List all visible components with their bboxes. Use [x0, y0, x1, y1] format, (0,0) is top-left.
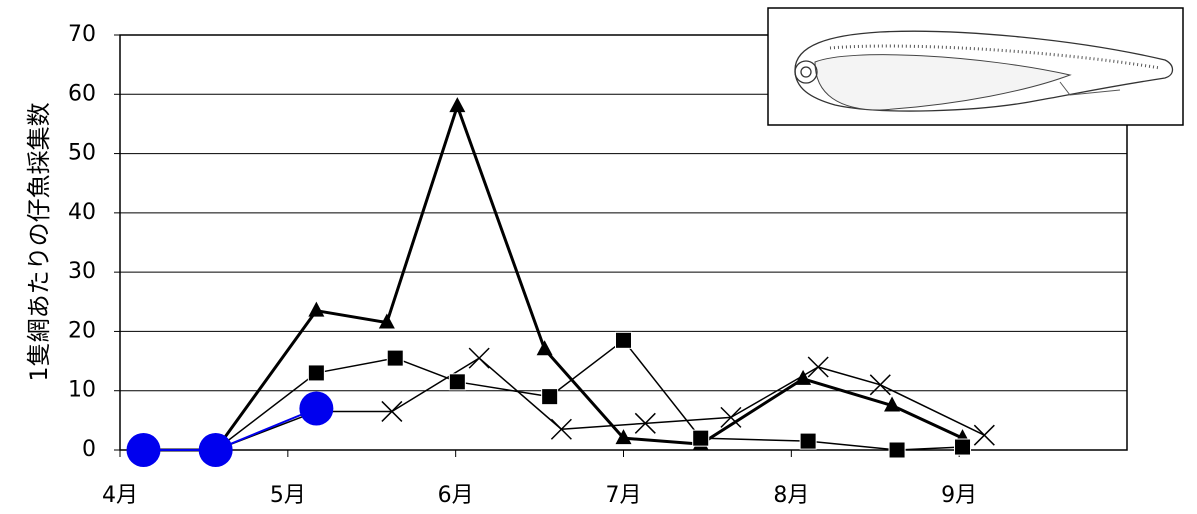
square-marker [449, 374, 465, 390]
square-marker [889, 442, 905, 458]
square-marker [387, 350, 403, 366]
y-tick-label: 20 [68, 318, 96, 343]
x-tick-label: 6月 [438, 483, 474, 508]
x-tick-label: 4月 [102, 483, 138, 508]
y-axis-label: 1隻網あたりの仔魚採集数 [25, 102, 53, 381]
square-marker [800, 433, 816, 449]
circle-marker [299, 392, 333, 426]
y-tick-label: 70 [68, 22, 96, 47]
y-tick-label: 10 [68, 378, 96, 403]
square-marker [955, 439, 971, 455]
square-marker [693, 430, 709, 446]
y-tick-label: 0 [82, 437, 96, 462]
cross-marker [870, 375, 890, 395]
square-marker [308, 365, 324, 381]
y-tick-label: 60 [68, 81, 96, 106]
triangle-marker [537, 340, 553, 355]
inset-illustration [768, 8, 1183, 125]
triangle-marker [308, 302, 324, 317]
circle-marker [126, 433, 160, 467]
square-marker [542, 389, 558, 405]
y-tick-label: 30 [68, 259, 96, 284]
x-tick-label: 9月 [941, 483, 977, 508]
chart: 1隻網あたりの仔魚採集数 0 10 20 30 40 50 60 70 4月 5月 6月 7月 8月 9月 [0, 0, 1197, 514]
y-tick-label: 50 [68, 141, 96, 166]
x-tick-label: 5月 [270, 483, 306, 508]
cross-marker [808, 357, 828, 377]
square-marker [616, 332, 632, 348]
circle-marker [199, 433, 233, 467]
triangle-marker [449, 97, 465, 112]
cross-marker [974, 425, 994, 445]
y-tick-label: 40 [68, 200, 96, 225]
x-tick-label: 8月 [773, 483, 809, 508]
x-tick-label: 7月 [606, 483, 642, 508]
cross-marker [469, 348, 489, 368]
